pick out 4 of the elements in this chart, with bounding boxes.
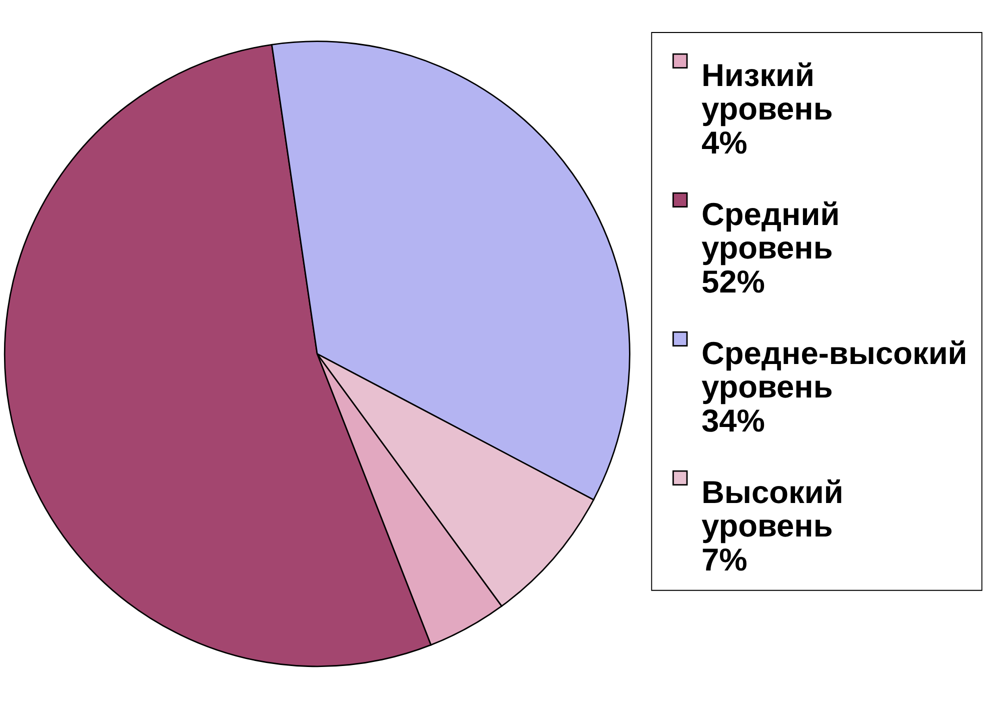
legend-label: Высокий уровень 7% — [702, 474, 844, 578]
legend-label: Низкий уровень 4% — [702, 57, 833, 160]
legend-label: Средне-высокий уровень 34% — [702, 335, 968, 438]
legend-label: Средний уровень 52% — [702, 196, 840, 300]
